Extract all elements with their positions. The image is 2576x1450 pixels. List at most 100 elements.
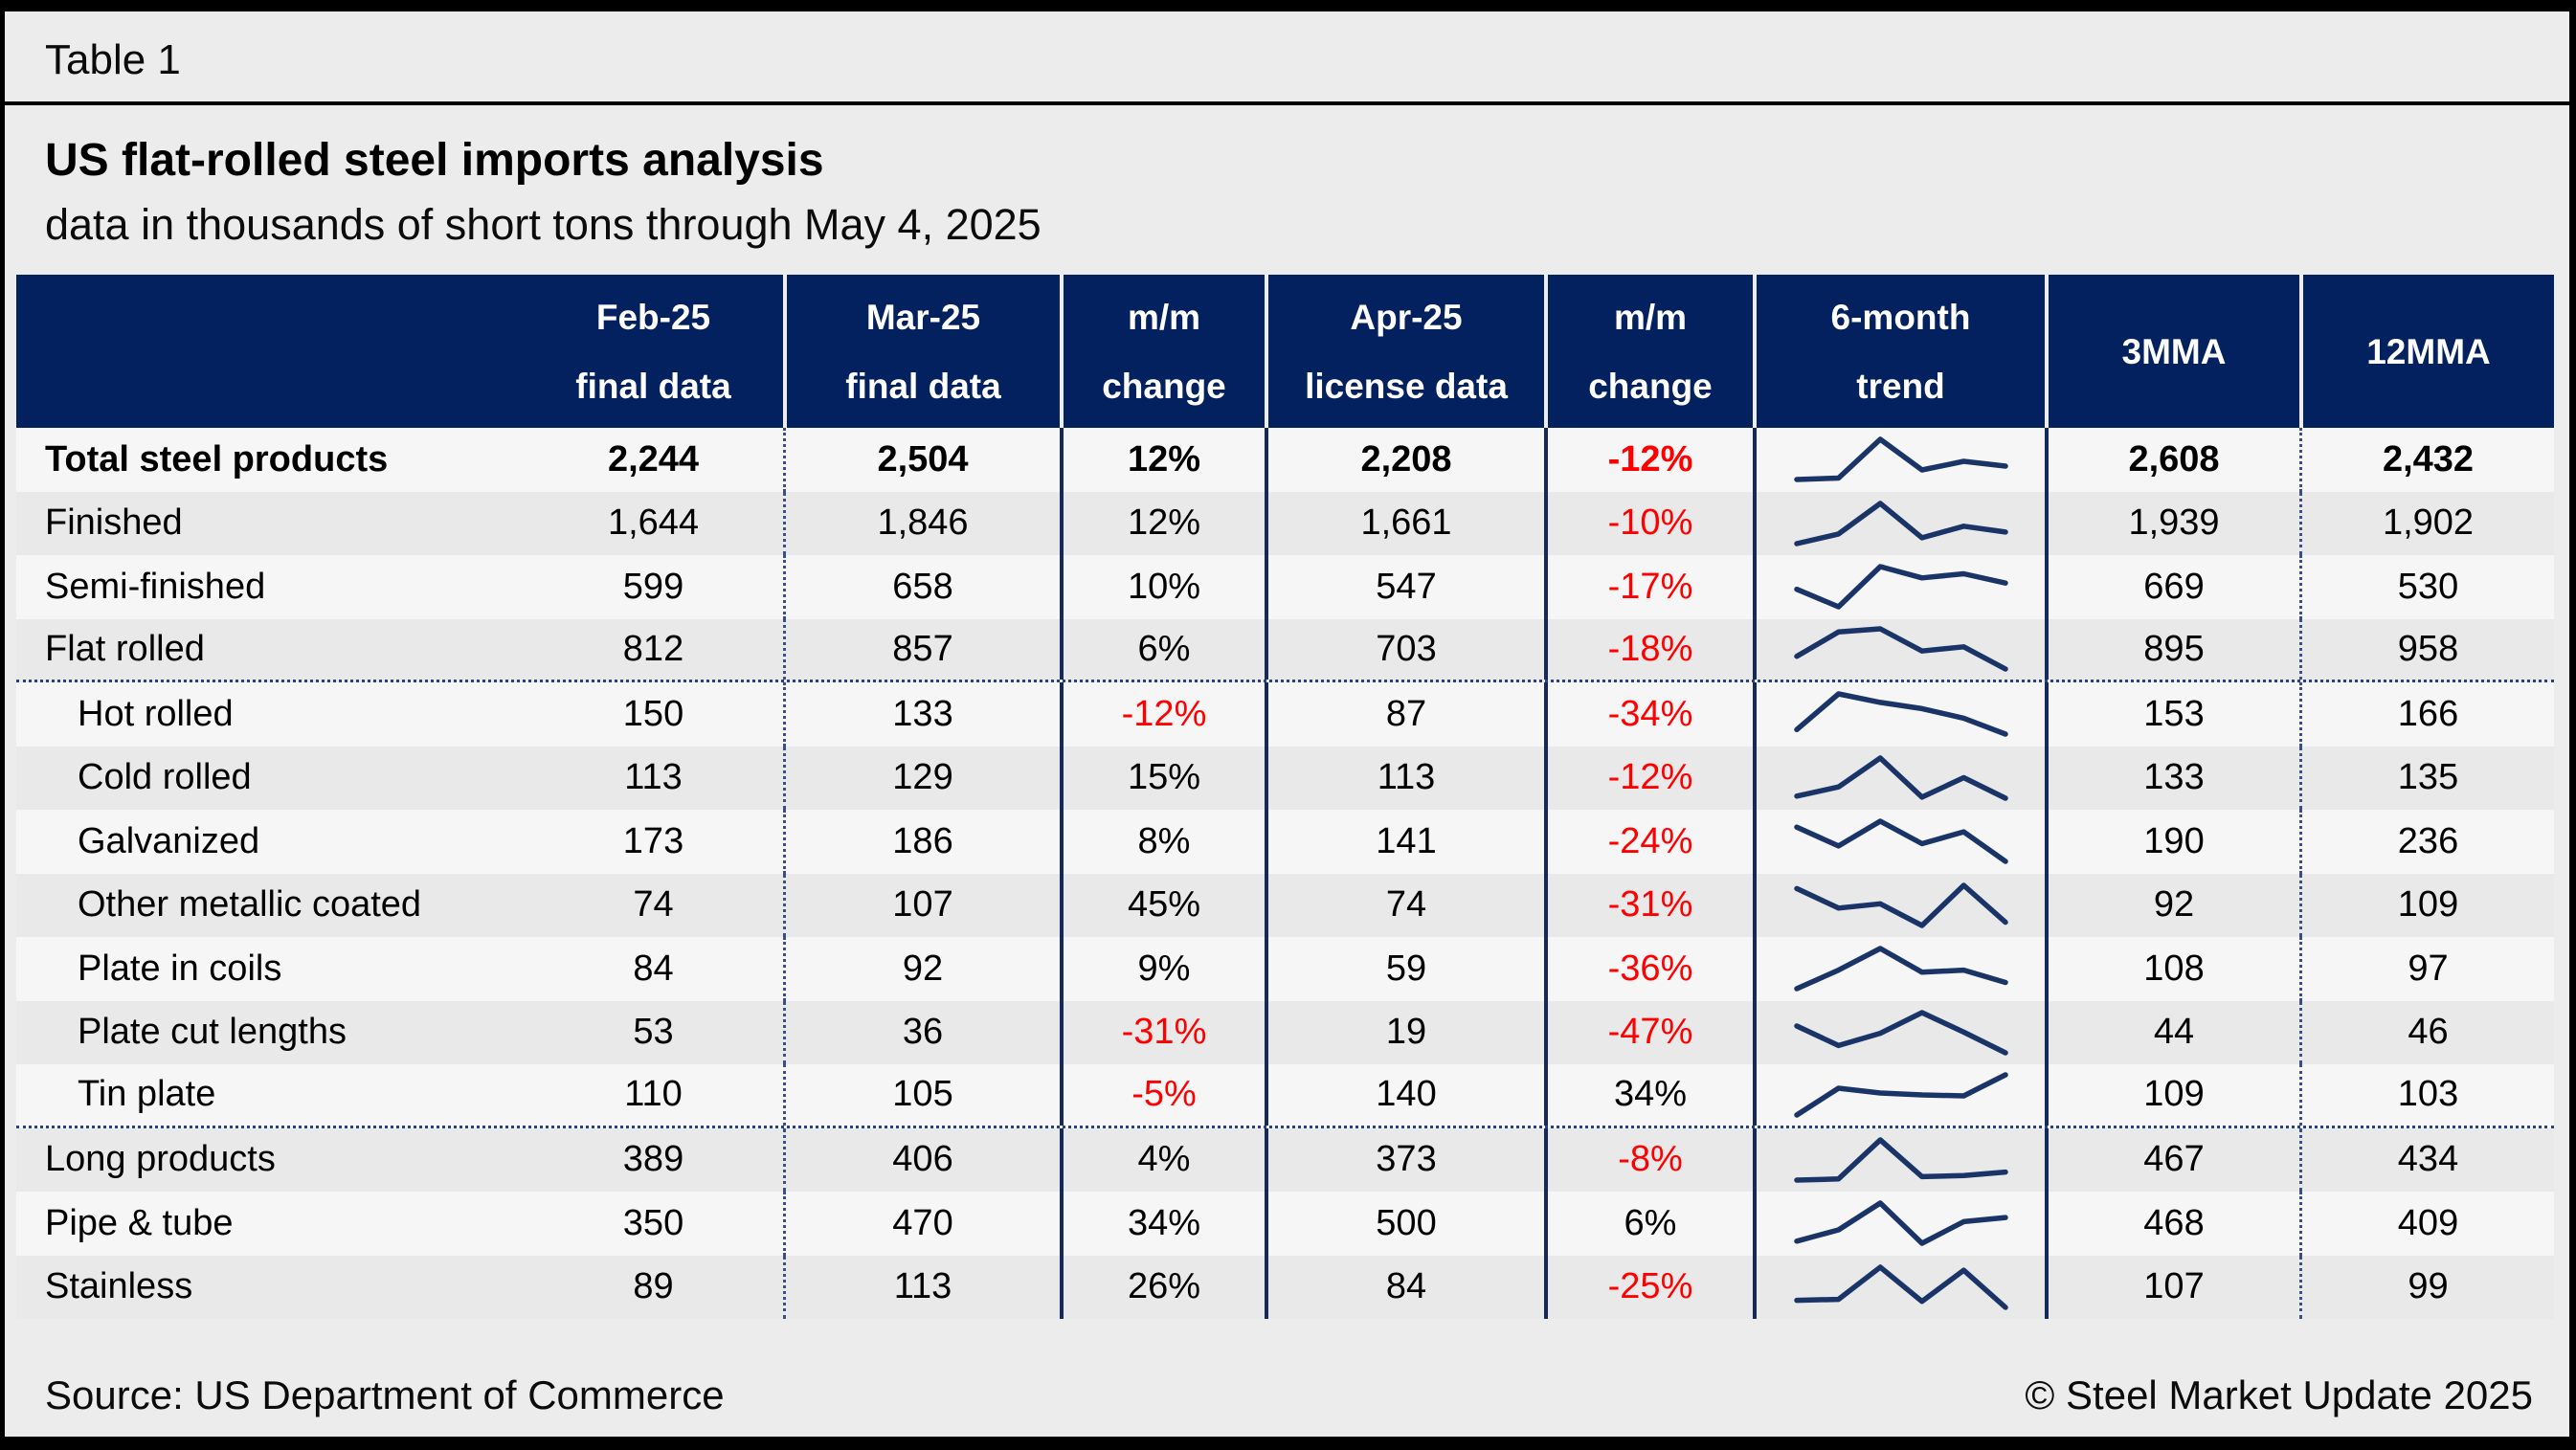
column-header-mm-change-mar: m/m change <box>1060 275 1265 428</box>
header-line1: 3MMA <box>2121 332 2227 371</box>
cell-12mma: 2,432 <box>2299 428 2554 492</box>
row-label: Plate cut lengths <box>78 1012 347 1053</box>
sparkline-chart <box>1793 1137 2008 1183</box>
sparkline-chart <box>1793 564 2008 610</box>
cell-feb25-final: 599 <box>622 566 684 607</box>
cell-mm-change-apr: -47% <box>1544 1000 1753 1064</box>
header-line1: Apr-25 <box>1350 298 1463 337</box>
cell-mm-change-apr: -24% <box>1544 810 1753 874</box>
table-row: Pipe & tube 350 470 34% 500 6% 468 409 <box>16 1192 2554 1256</box>
cell-apr25-license: 140 <box>1265 1064 1544 1126</box>
header-line1: 12MMA <box>2366 332 2491 371</box>
header-line1: m/m <box>1613 298 1688 337</box>
cell-12mma: 236 <box>2299 810 2554 874</box>
cell-apr25-license: 141 <box>1265 810 1544 874</box>
header-line1: Mar-25 <box>865 298 981 337</box>
cell-apr25-license: 19 <box>1265 1000 1544 1064</box>
cell-3mma: 467 <box>2045 1127 2299 1192</box>
header-line1: 6-month <box>1830 298 1971 337</box>
column-header-feb25-final: Feb-25 final data <box>524 275 783 428</box>
table-row: Hot rolled 150 133 -12% 87 -34% 153 166 <box>16 682 2554 747</box>
cell-3mma: 669 <box>2045 555 2299 619</box>
cell-feb25-final: 173 <box>622 820 684 861</box>
cell-feb25-final: 89 <box>633 1266 674 1307</box>
cell-apr25-license: 703 <box>1265 618 1544 680</box>
cell-3mma: 895 <box>2045 618 2299 680</box>
sparkline-chart <box>1793 1072 2008 1118</box>
sparkline-chart <box>1793 691 2008 737</box>
cell-feb25-final: 110 <box>624 1074 683 1115</box>
sparkline-6-month-trend <box>1753 555 2045 619</box>
sparkline-6-month-trend <box>1753 682 2045 747</box>
cell-mar25-final: 1,846 <box>783 491 1060 555</box>
cell-apr25-license: 1,661 <box>1265 491 1544 555</box>
sparkline-6-month-trend <box>1753 873 2045 937</box>
cell-mm-change-apr: 6% <box>1544 1192 1753 1256</box>
cell-12mma: 958 <box>2299 618 2554 680</box>
cell-feb25-final: 389 <box>622 1139 684 1180</box>
cell-mm-change-apr: -8% <box>1544 1127 1753 1192</box>
table-row: Long products 389 406 4% 373 -8% 467 434 <box>16 1127 2554 1192</box>
cell-mm-change-mar: 45% <box>1060 873 1265 937</box>
cell-mm-change-apr: -10% <box>1544 491 1753 555</box>
cell-mar25-final: 186 <box>783 810 1060 874</box>
sparkline-chart <box>1793 626 2008 672</box>
cell-apr25-license: 547 <box>1265 555 1544 619</box>
cell-12mma: 166 <box>2299 682 2554 747</box>
cell-12mma: 409 <box>2299 1192 2554 1256</box>
cell-mar25-final: 857 <box>783 618 1060 680</box>
cell-mar25-final: 113 <box>783 1255 1060 1319</box>
cell-12mma: 434 <box>2299 1127 2554 1192</box>
cell-3mma: 44 <box>2045 1000 2299 1064</box>
column-header-trend-6month: 6-month trend <box>1753 275 2045 428</box>
row-label: Galvanized <box>78 820 260 861</box>
table-row: Other metallic coated 74 107 45% 74 -31% 92 109 <box>16 873 2554 937</box>
sparkline-chart <box>1793 1200 2008 1246</box>
cell-mm-change-apr: -18% <box>1544 618 1753 680</box>
cell-mm-change-mar: 12% <box>1060 491 1265 555</box>
cell-mar25-final: 406 <box>783 1127 1060 1192</box>
cell-mm-change-apr: 34% <box>1544 1064 1753 1126</box>
column-header-apr25-license: Apr-25 license data <box>1265 275 1544 428</box>
row-label: Hot rolled <box>78 693 234 734</box>
header-line2: trend <box>1856 367 1945 406</box>
header-line2: change <box>1102 367 1226 406</box>
table-row: Stainless 89 113 26% 84 -25% 107 99 <box>16 1255 2554 1319</box>
page-subtitle: data in thousands of short tons through … <box>45 200 1042 249</box>
cell-12mma: 109 <box>2299 873 2554 937</box>
page-title: US flat-rolled steel imports analysis <box>45 135 824 186</box>
sparkline-chart <box>1793 818 2008 864</box>
cell-mm-change-mar: -5% <box>1060 1064 1265 1126</box>
sparkline-chart <box>1793 755 2008 801</box>
cell-3mma: 107 <box>2045 1255 2299 1319</box>
cell-feb25-final: 812 <box>622 628 684 669</box>
sparkline-chart <box>1793 501 2008 547</box>
table-header-row: Feb-25 final data Mar-25 final data m/m chang… <box>16 275 2554 428</box>
cell-apr25-license: 87 <box>1265 682 1544 747</box>
cell-mm-change-apr: -36% <box>1544 937 1753 1001</box>
cell-12mma: 103 <box>2299 1064 2554 1126</box>
row-label: Pipe & tube <box>45 1202 234 1243</box>
cell-12mma: 46 <box>2299 1000 2554 1064</box>
cell-mar25-final: 470 <box>783 1192 1060 1256</box>
row-label: Long products <box>45 1139 276 1180</box>
row-label: Finished <box>45 502 183 544</box>
sparkline-6-month-trend <box>1753 1255 2045 1319</box>
cell-mm-change-mar: 34% <box>1060 1192 1265 1256</box>
cell-3mma: 133 <box>2045 746 2299 810</box>
cell-mm-change-mar: 8% <box>1060 810 1265 874</box>
sparkline-chart <box>1793 882 2008 928</box>
cell-apr25-license: 500 <box>1265 1192 1544 1256</box>
sparkline-chart <box>1793 1264 2008 1310</box>
cell-apr25-license: 373 <box>1265 1127 1544 1192</box>
cell-feb25-final: 74 <box>633 884 674 926</box>
row-label: Plate in coils <box>78 948 282 989</box>
header-line2: final data <box>845 367 1001 406</box>
column-header-mm-change-apr: m/m change <box>1544 275 1753 428</box>
footer: Source: US Department of Commerce © Stee… <box>5 1319 2569 1418</box>
cell-mm-change-mar: 4% <box>1060 1127 1265 1192</box>
cell-feb25-final: 150 <box>622 693 684 734</box>
cell-12mma: 135 <box>2299 746 2554 810</box>
cell-mm-change-apr: -25% <box>1544 1255 1753 1319</box>
cell-12mma: 97 <box>2299 937 2554 1001</box>
